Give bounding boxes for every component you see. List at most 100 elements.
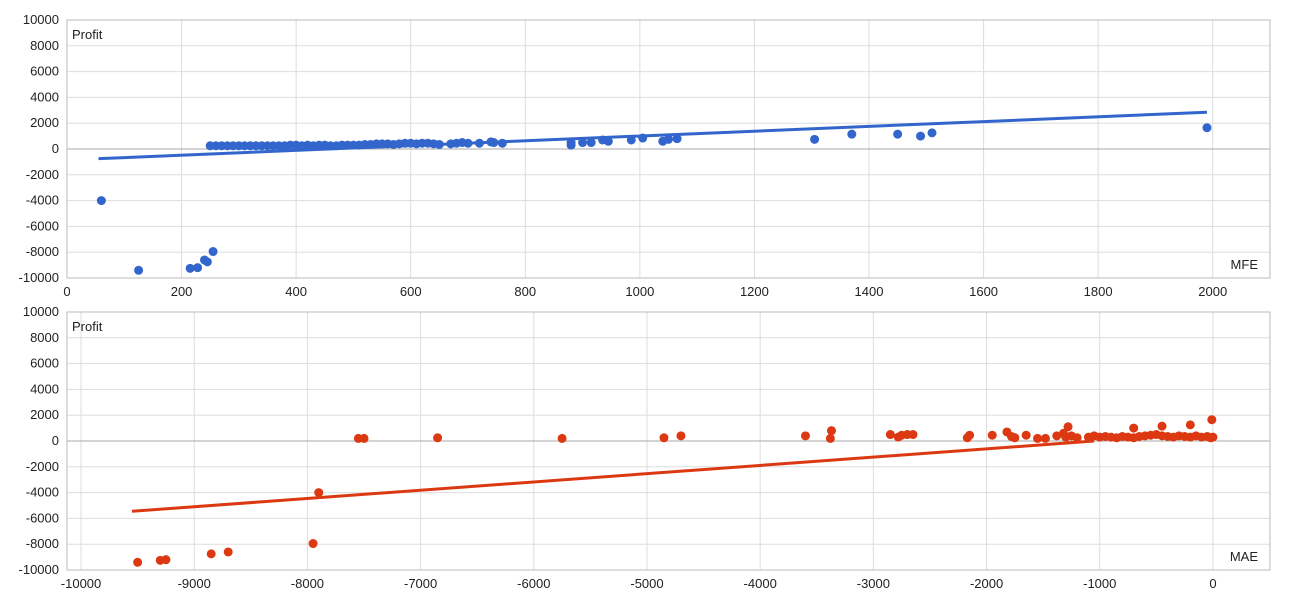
data-point [359,433,369,443]
gridlines [66,19,1271,279]
x-tick-label: 200 [171,284,193,299]
data-point [810,134,820,144]
mfe-panel: Profit MFE 0 200 400 600 800 1000 1200 1400 1600… [19,12,1271,299]
data-point [826,426,836,436]
y-tick-label: 4000 [30,381,59,396]
data-point [885,430,895,440]
data-point [987,430,997,440]
data-point [1033,433,1043,443]
data-point [314,488,324,498]
data-point [1207,415,1217,425]
y-tick-label: -4000 [26,193,59,208]
y-tick-label: 2000 [30,407,59,422]
y-tick-label: -10000 [19,562,59,577]
x-tick-label: -6000 [517,576,550,591]
data-point [223,547,233,557]
data-point [566,140,576,150]
data-point [603,136,613,146]
y-tick-label: 6000 [30,64,59,79]
data-point [1040,433,1050,443]
data-point [557,433,567,443]
x-tick-label: 1800 [1084,284,1113,299]
data-point [1021,430,1031,440]
y-tick-label: -8000 [26,536,59,551]
y-tick-label: 10000 [23,304,59,319]
gridlines [66,311,1271,571]
data-point [927,128,937,138]
data-point [659,433,669,443]
x-tick-label: 600 [400,284,422,299]
data-point [202,257,212,267]
y-axis-label: Profit [72,319,103,334]
data-point [161,555,171,565]
x-tick-label: 1400 [855,284,884,299]
y-tick-label: -4000 [26,485,59,500]
x-tick-label: -4000 [744,576,777,591]
y-tick-label: 2000 [30,115,59,130]
data-point [1202,123,1212,133]
x-tick-label: -1000 [1083,576,1116,591]
data-point [133,557,143,567]
x-tick-label: -2000 [970,576,1003,591]
trendline [131,439,1095,513]
trendline [98,110,1208,161]
data-point [1052,431,1062,441]
x-tick-label: 1000 [625,284,654,299]
x-tick-label: -7000 [404,576,437,591]
x-axis-label: MAE [1230,549,1259,564]
x-tick-label: 800 [514,284,536,299]
data-point [676,431,686,441]
data-point [664,134,673,144]
data-point [1185,420,1195,430]
data-point [672,134,682,144]
y-tick-label: 8000 [30,330,59,345]
data-point [825,433,835,443]
y-tick-label: -2000 [26,459,59,474]
x-tick-label: -5000 [630,576,663,591]
plot-frame [66,19,1271,279]
mae-panel: Profit MAE -10000 -9000 -8000 -7000 -6000 -50… [19,304,1271,591]
y-tick-label: -6000 [26,218,59,233]
x-tick-label: -3000 [857,576,890,591]
y-tick-label: 0 [52,141,59,156]
data-point [800,431,810,441]
y-tick-label: 10000 [23,12,59,27]
data-point [965,430,975,440]
data-point [1129,423,1139,433]
data-point [586,138,596,148]
data-point [893,129,903,139]
x-tick-label: 1600 [969,284,998,299]
y-tick-label: 0 [52,433,59,448]
y-tick-label: -8000 [26,244,59,259]
data-point [847,129,857,139]
data-point [134,265,144,275]
x-tick-label: -9000 [178,576,211,591]
data-point [1063,422,1073,432]
data-point [916,131,926,141]
x-axis-label: MFE [1231,257,1259,272]
data-point [578,138,588,148]
x-tick-label: 400 [285,284,307,299]
y-tick-label: 6000 [30,356,59,371]
data-point [208,247,218,257]
x-tick-label: -10000 [61,576,101,591]
data-point [1208,432,1218,442]
data-point [1010,433,1020,443]
data-point [308,539,318,549]
data-point [185,263,195,273]
y-tick-label: 4000 [30,89,59,104]
plot-frame [66,311,1271,571]
series-points [133,415,1218,567]
x-tick-label: -8000 [291,576,324,591]
x-tick-label: 1200 [740,284,769,299]
data-point [433,433,443,443]
y-tick-label: -6000 [26,510,59,525]
y-axis-label: Profit [72,27,103,42]
y-tick-label: -2000 [26,167,59,182]
x-tick-label: 2000 [1198,284,1227,299]
data-point [908,430,918,440]
y-tick-label: 8000 [30,38,59,53]
data-point [193,263,203,273]
x-tick-label: 0 [1209,576,1216,591]
